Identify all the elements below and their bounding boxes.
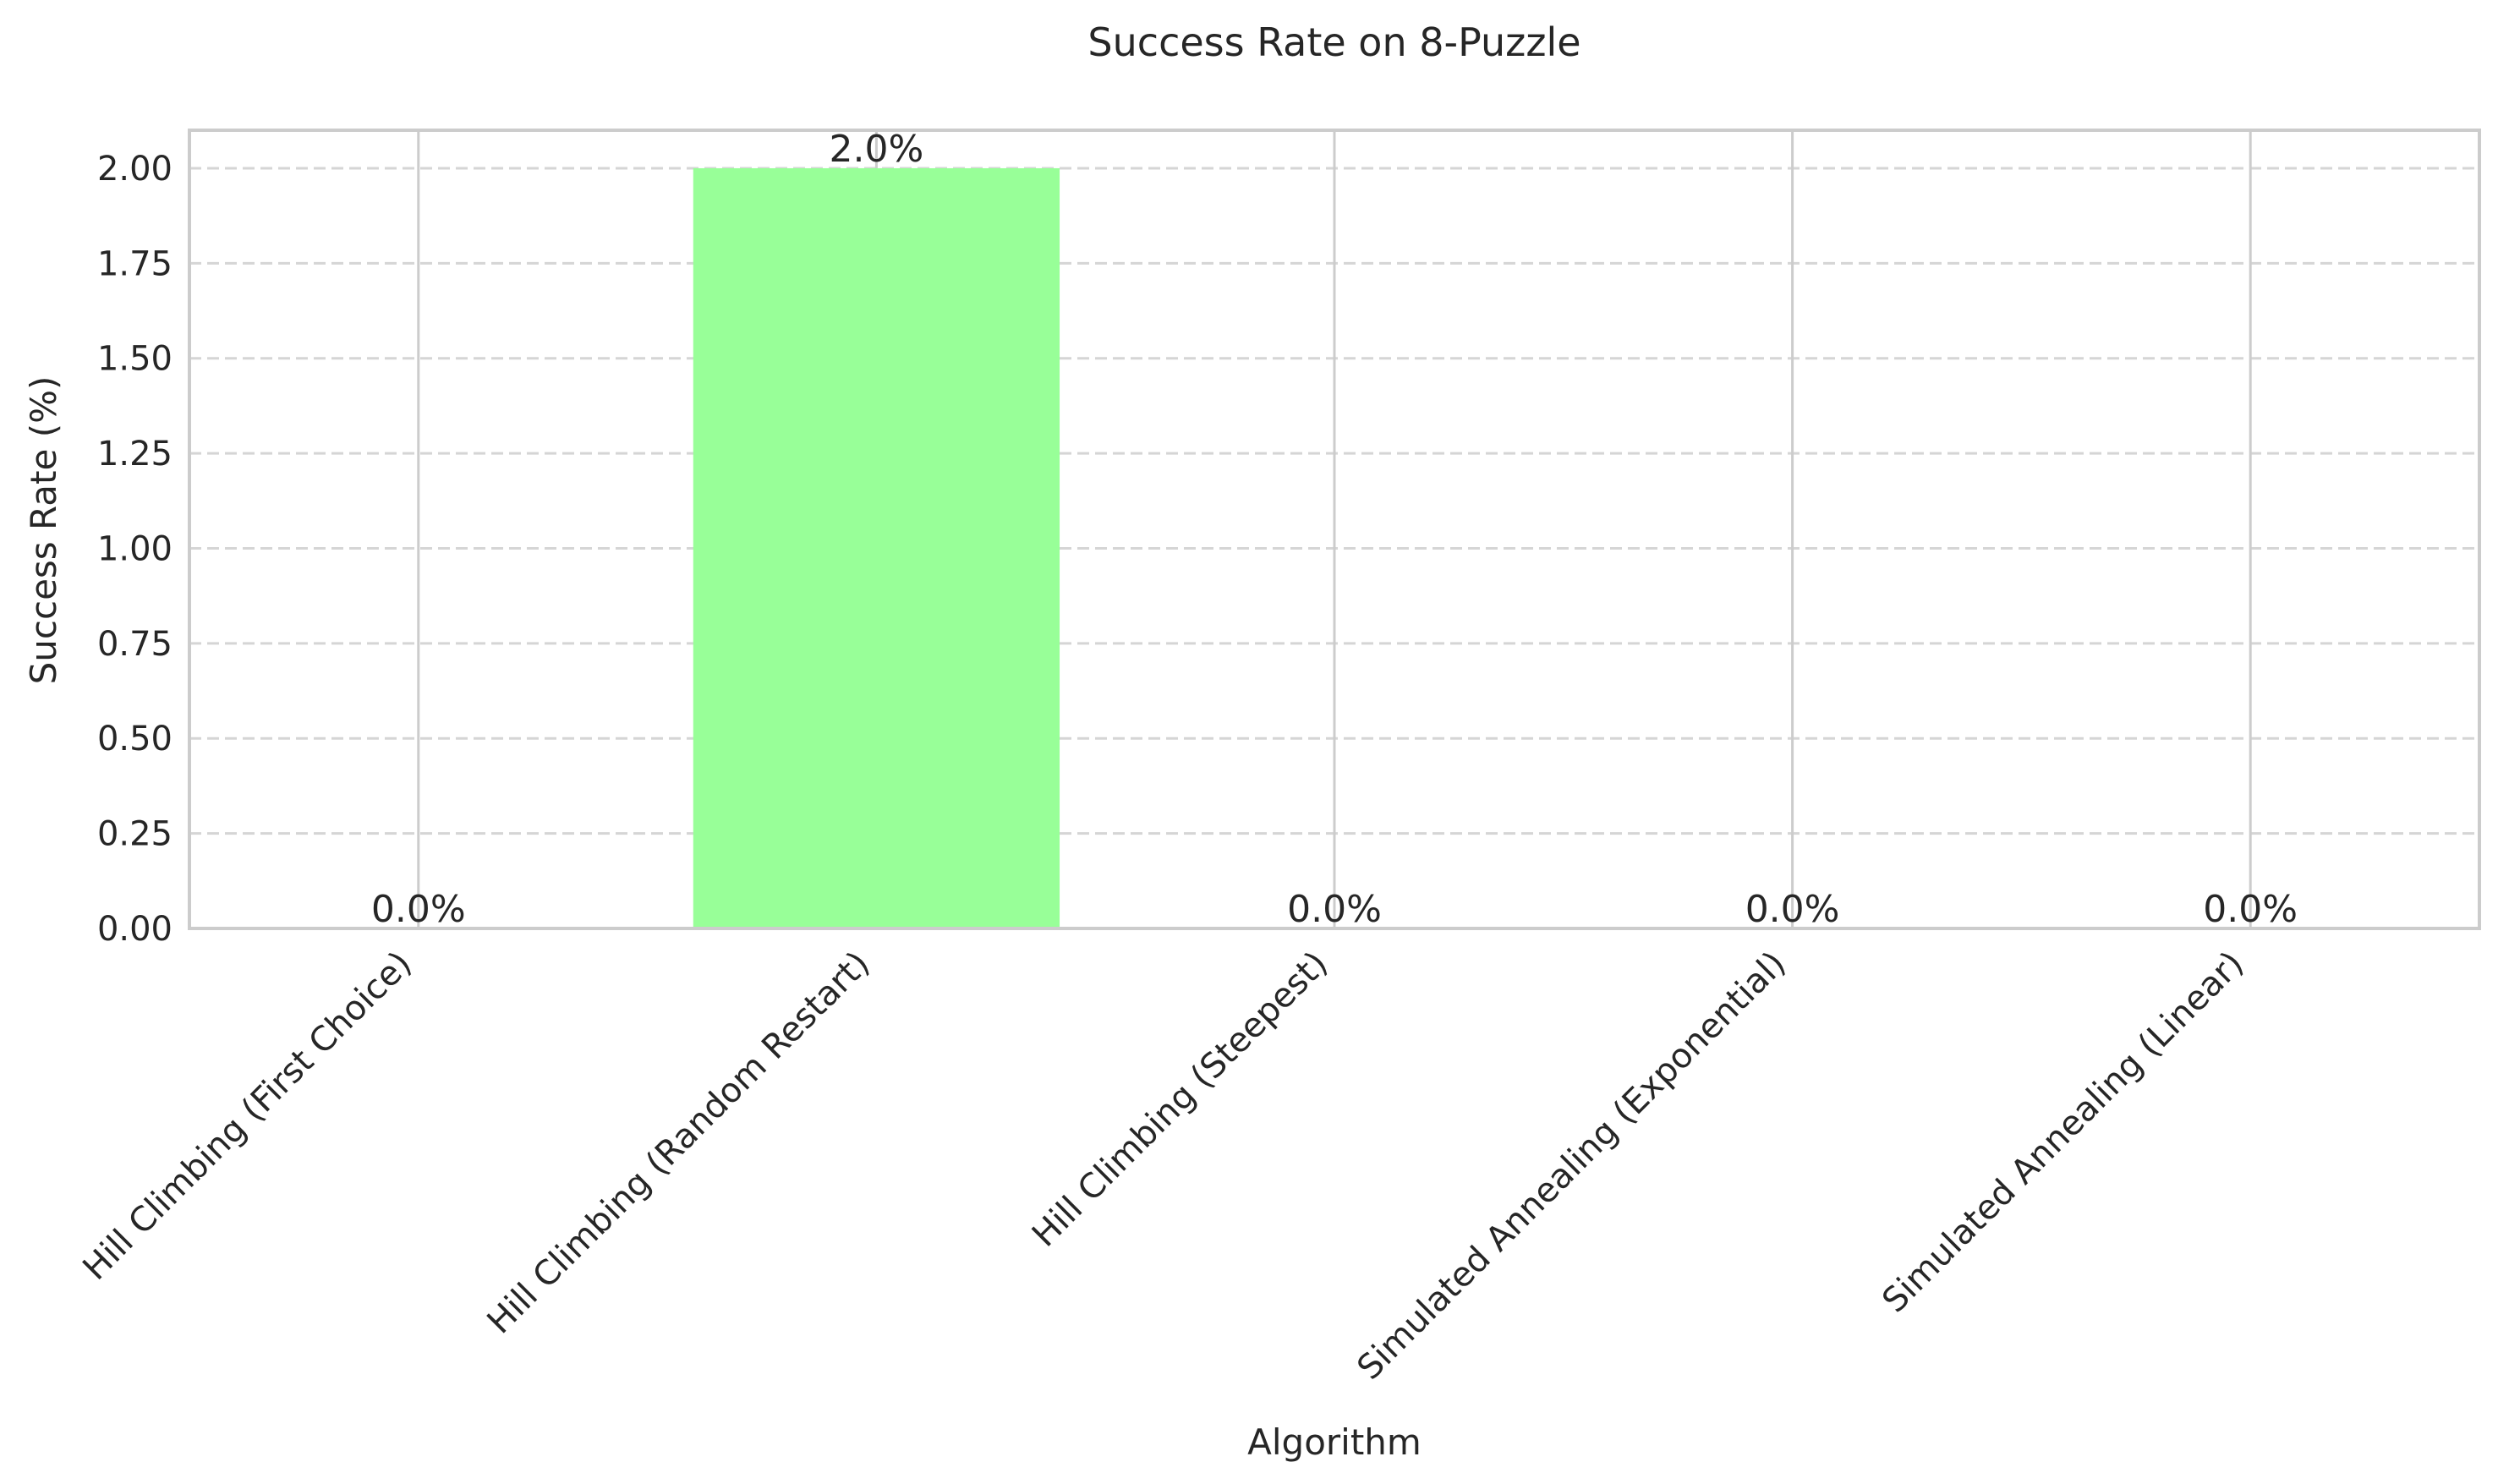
data-labels-layer: 0.0% 2.0% 0.0% 0.0% 0.0% — [371, 128, 2298, 931]
y-tick-label: 1.50 — [97, 340, 173, 379]
y-tick-label: 0.75 — [97, 625, 173, 664]
y-tick-label: 0.25 — [97, 815, 173, 854]
data-label: 0.0% — [371, 888, 466, 931]
plot-frame — [188, 129, 2481, 930]
y-tick-label: 1.75 — [97, 244, 173, 283]
x-tick-label: Hill Climbing (Random Restart) — [480, 945, 878, 1342]
y-tick-label: 0.50 — [97, 720, 173, 758]
data-label: 0.0% — [1745, 888, 1840, 931]
x-tick-label: Simulated Annealing (Linear) — [1875, 945, 2251, 1321]
data-label: 2.0% — [830, 128, 924, 171]
bars-layer — [693, 167, 1060, 928]
chart-title: Success Rate on 8-Puzzle — [1087, 19, 1580, 65]
y-tick-label: 2.00 — [97, 150, 173, 189]
y-tick-label: 1.00 — [97, 529, 173, 568]
y-axis-label: Success Rate (%) — [23, 376, 64, 685]
x-tick-label: Simulated Annealing (Exponential) — [1350, 945, 1793, 1388]
grid-layer — [189, 130, 2479, 930]
tick-labels-layer: 0.00 0.25 0.50 0.75 1.00 1.25 1.50 1.75 2.00 Hill… — [75, 150, 2251, 1388]
x-tick-label: Hill Climbing (First Choice) — [75, 945, 419, 1288]
y-tick-label: 1.25 — [97, 435, 173, 474]
x-axis-label: Algorithm — [1247, 1421, 1422, 1463]
x-tick-label: Hill Climbing (Steepest) — [1025, 945, 1335, 1255]
data-label: 0.0% — [2203, 888, 2298, 931]
y-tick-label: 0.00 — [97, 910, 173, 949]
data-label: 0.0% — [1287, 888, 1382, 931]
bar — [693, 167, 1060, 928]
